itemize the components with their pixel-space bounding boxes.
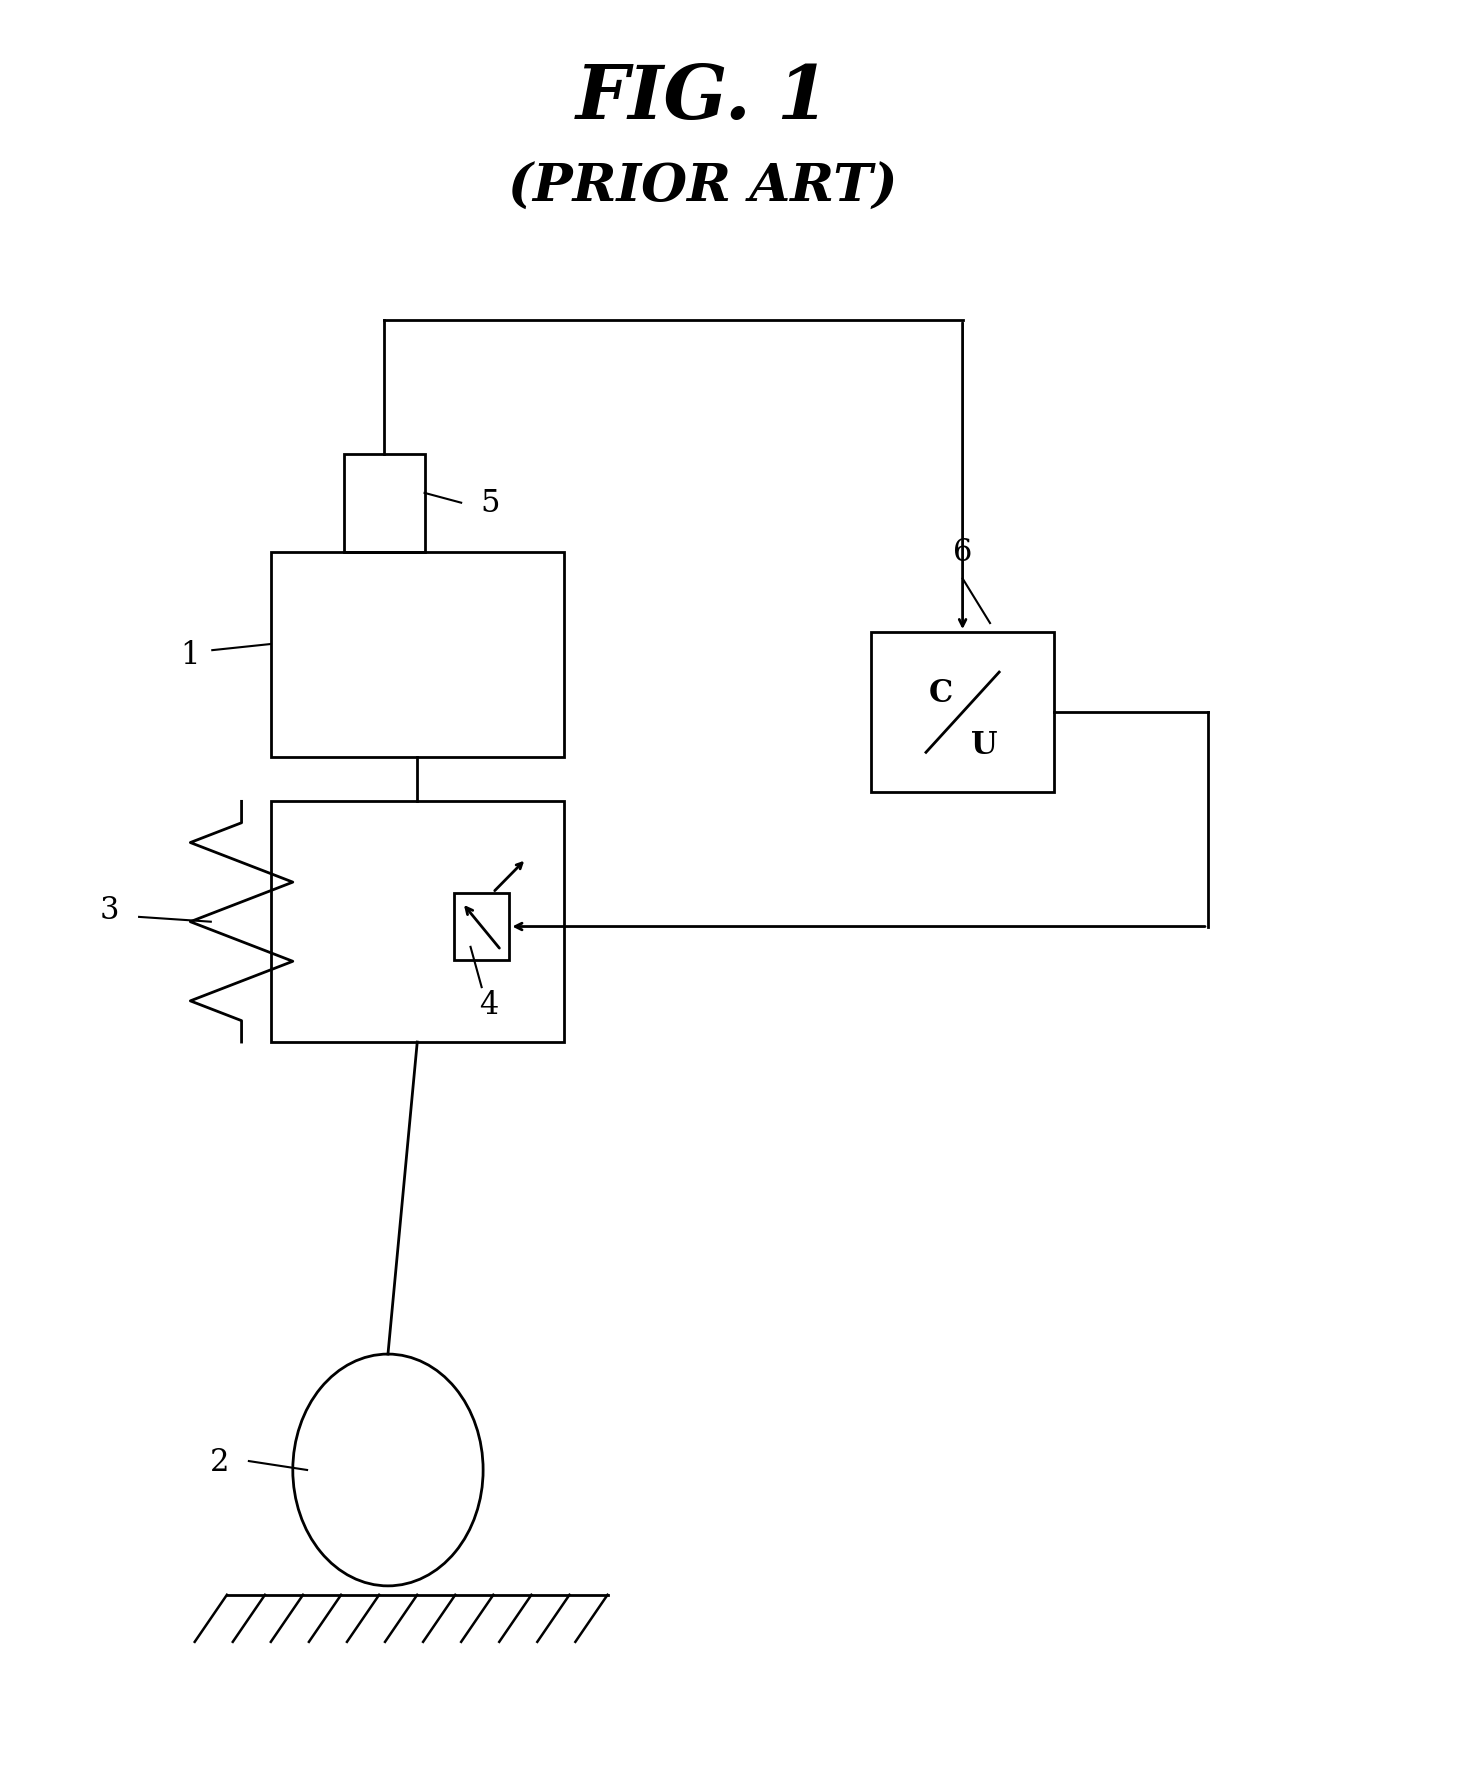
Text: 5: 5 (480, 488, 501, 519)
Bar (454, 893, 509, 960)
Bar (344, 454, 425, 552)
Text: C: C (928, 679, 953, 709)
Text: 2: 2 (209, 1445, 230, 1477)
Bar (871, 633, 1054, 793)
Text: (PRIOR ART): (PRIOR ART) (508, 162, 897, 212)
Text: 1: 1 (180, 640, 201, 670)
Text: 6: 6 (953, 536, 972, 568)
Text: U: U (971, 729, 998, 761)
Text: FIG. 1: FIG. 1 (575, 62, 830, 134)
Text: 3: 3 (100, 895, 120, 925)
Bar (271, 802, 564, 1042)
Bar (271, 552, 564, 757)
Text: 4: 4 (479, 991, 499, 1021)
